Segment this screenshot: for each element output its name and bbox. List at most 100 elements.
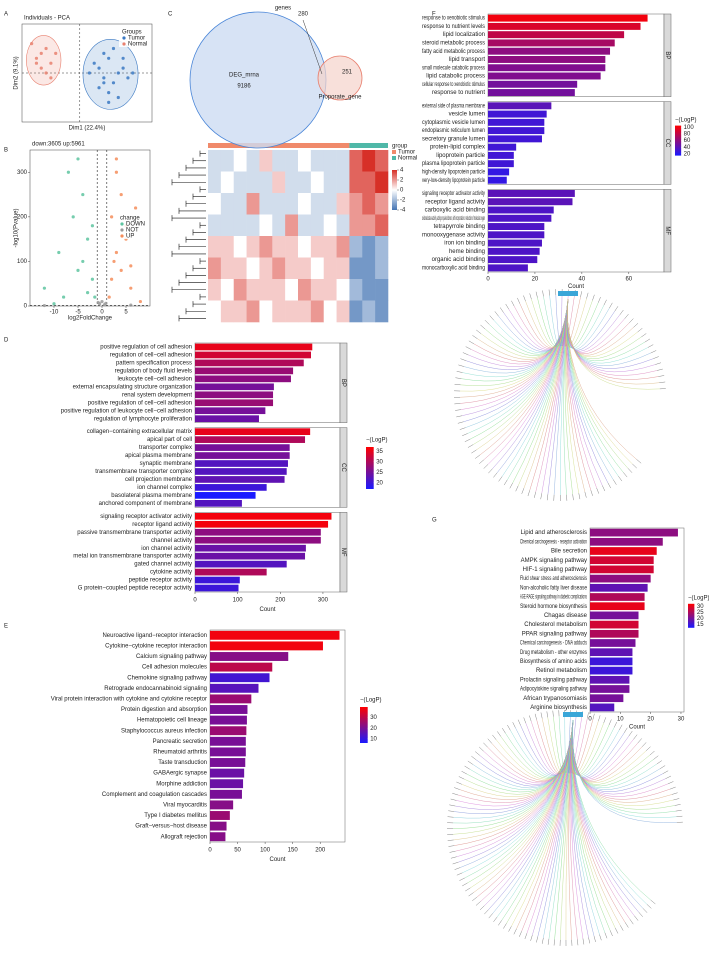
legend-swatch <box>120 228 124 232</box>
chord-node <box>509 482 513 489</box>
bar <box>590 685 630 693</box>
heatmap-cell <box>362 171 376 194</box>
point <box>114 157 118 161</box>
bar <box>195 444 290 451</box>
point <box>44 71 48 75</box>
bar <box>488 80 578 88</box>
chord-node <box>454 867 461 870</box>
bar <box>210 641 323 651</box>
chord-node <box>472 335 478 339</box>
bar <box>488 64 606 72</box>
panel-label: B <box>4 148 8 154</box>
colorbar-tick-label: 100 <box>684 125 695 131</box>
heatmap-cell <box>220 214 235 237</box>
chord-node <box>475 901 481 906</box>
chord-node <box>534 713 537 720</box>
category-label: apical plasma membrane <box>125 453 193 459</box>
chord-node <box>494 311 499 317</box>
chord-node <box>547 938 550 945</box>
venn-set <box>189 11 327 149</box>
chord-node <box>456 781 462 785</box>
colorbar-tick-label: 25 <box>376 470 383 476</box>
chord-node <box>462 352 469 356</box>
chord-node <box>650 350 657 354</box>
chord-node <box>603 299 607 306</box>
colorbar-tick-label: 30 <box>370 715 377 721</box>
bar <box>488 22 641 30</box>
x-tick-label: 50 <box>234 847 241 853</box>
heatmap-cell <box>272 279 286 301</box>
point <box>44 46 48 51</box>
category-label: Arginine biosynthesis <box>530 705 587 711</box>
heatmap-cell <box>246 257 260 280</box>
category-label: positive regulation of leukocyte cell−ce… <box>61 408 192 414</box>
heatmap-cell <box>323 193 337 215</box>
heatmap-cell <box>233 171 247 194</box>
bar <box>488 14 648 22</box>
category-label: African trypanosomiasis <box>523 696 587 702</box>
colorbar <box>675 125 682 156</box>
colorbar <box>392 170 397 210</box>
point <box>100 299 104 304</box>
chord-node <box>656 760 662 765</box>
chord-node <box>471 449 477 454</box>
bar <box>590 675 630 684</box>
panel-border <box>209 629 346 843</box>
legend-swatch <box>122 42 126 46</box>
bar <box>195 568 267 576</box>
heatmap-cell <box>208 193 222 215</box>
chord-node <box>676 815 683 817</box>
chord-node <box>523 295 526 302</box>
point <box>107 91 111 95</box>
bar <box>210 800 234 810</box>
chord-node <box>475 454 481 459</box>
category-label: renal system development <box>122 392 192 398</box>
heatmap-cell <box>220 193 235 215</box>
chord-node <box>502 727 506 734</box>
chord-node <box>487 738 492 744</box>
heatmap-cell <box>310 257 325 280</box>
chord-node <box>456 872 463 876</box>
facet-strip <box>339 512 348 593</box>
chord-node <box>647 344 654 348</box>
colorbar-tick-label: -4 <box>400 208 406 214</box>
bar <box>195 584 239 592</box>
x-axis-label: Count <box>259 607 275 613</box>
heatmap-cell <box>362 300 376 323</box>
bar <box>210 652 289 661</box>
heatmap-cell <box>259 171 273 194</box>
chord-node <box>461 771 467 775</box>
chord-node <box>483 742 488 748</box>
chord-node <box>448 810 455 812</box>
chord-node <box>468 340 475 345</box>
heatmap-cell <box>375 300 389 323</box>
bar <box>590 666 633 675</box>
point <box>62 295 66 299</box>
category-label: cytoplasmic vesicle lumen <box>422 120 485 126</box>
bar <box>195 484 267 491</box>
heatmap-cell <box>233 300 247 323</box>
category-label: receptor ligand activity <box>132 522 192 528</box>
chord-link <box>566 298 625 353</box>
bar <box>195 399 274 407</box>
chord-node <box>507 724 511 731</box>
chord-node <box>608 719 612 726</box>
point <box>126 76 130 80</box>
heatmap-cell <box>220 257 235 280</box>
heatmap-cell <box>220 300 235 323</box>
bar <box>210 779 244 789</box>
chord-node <box>628 730 633 737</box>
category-label: Biosynthesis of amino acids <box>520 659 587 665</box>
chord-node <box>593 936 596 943</box>
chord-link <box>571 719 620 777</box>
chord-node <box>455 377 462 379</box>
bar <box>590 593 645 601</box>
point <box>34 56 39 60</box>
x-tick-label: 20 <box>532 276 539 282</box>
chord-node <box>653 356 659 359</box>
x-axis-label: Dim1 (22.4%) <box>69 126 106 132</box>
chord-node <box>449 804 456 807</box>
bar <box>195 415 259 423</box>
heatmap-cell <box>323 257 337 280</box>
heatmap-cell <box>362 150 376 172</box>
